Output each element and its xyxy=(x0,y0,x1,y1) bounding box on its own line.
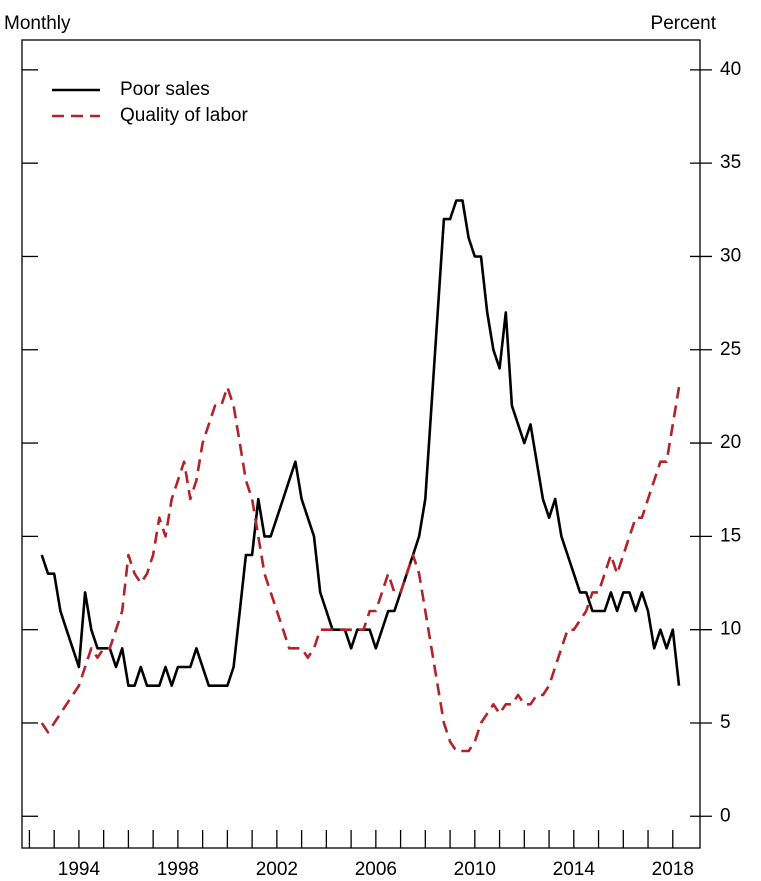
x-tick-label: 2010 xyxy=(454,859,496,880)
x-tick-label: 2006 xyxy=(355,859,397,880)
legend-label: Poor sales xyxy=(120,79,210,100)
right-axis-label: Percent xyxy=(651,13,717,34)
x-tick-label: 1998 xyxy=(157,859,199,880)
y-tick-label: 30 xyxy=(720,245,741,266)
y-tick-label: 15 xyxy=(720,525,741,546)
left-axis-label: Monthly xyxy=(4,13,71,34)
y-tick-label: 40 xyxy=(720,59,741,80)
y-tick-label: 35 xyxy=(720,152,741,173)
y-tick-label: 5 xyxy=(720,712,731,733)
x-tick-label: 2018 xyxy=(652,859,694,880)
x-tick-label: 2002 xyxy=(256,859,298,880)
y-tick-label: 10 xyxy=(720,619,741,640)
series-line xyxy=(40,385,681,753)
x-tick-label: 1994 xyxy=(58,859,101,880)
y-tick-label: 25 xyxy=(720,339,741,360)
x-tick-label: 2014 xyxy=(553,859,596,880)
plot-frame xyxy=(21,39,701,849)
y-tick-label: 20 xyxy=(720,432,741,453)
legend-label: Quality of labor xyxy=(120,105,248,126)
y-tick-label: 0 xyxy=(720,805,731,826)
